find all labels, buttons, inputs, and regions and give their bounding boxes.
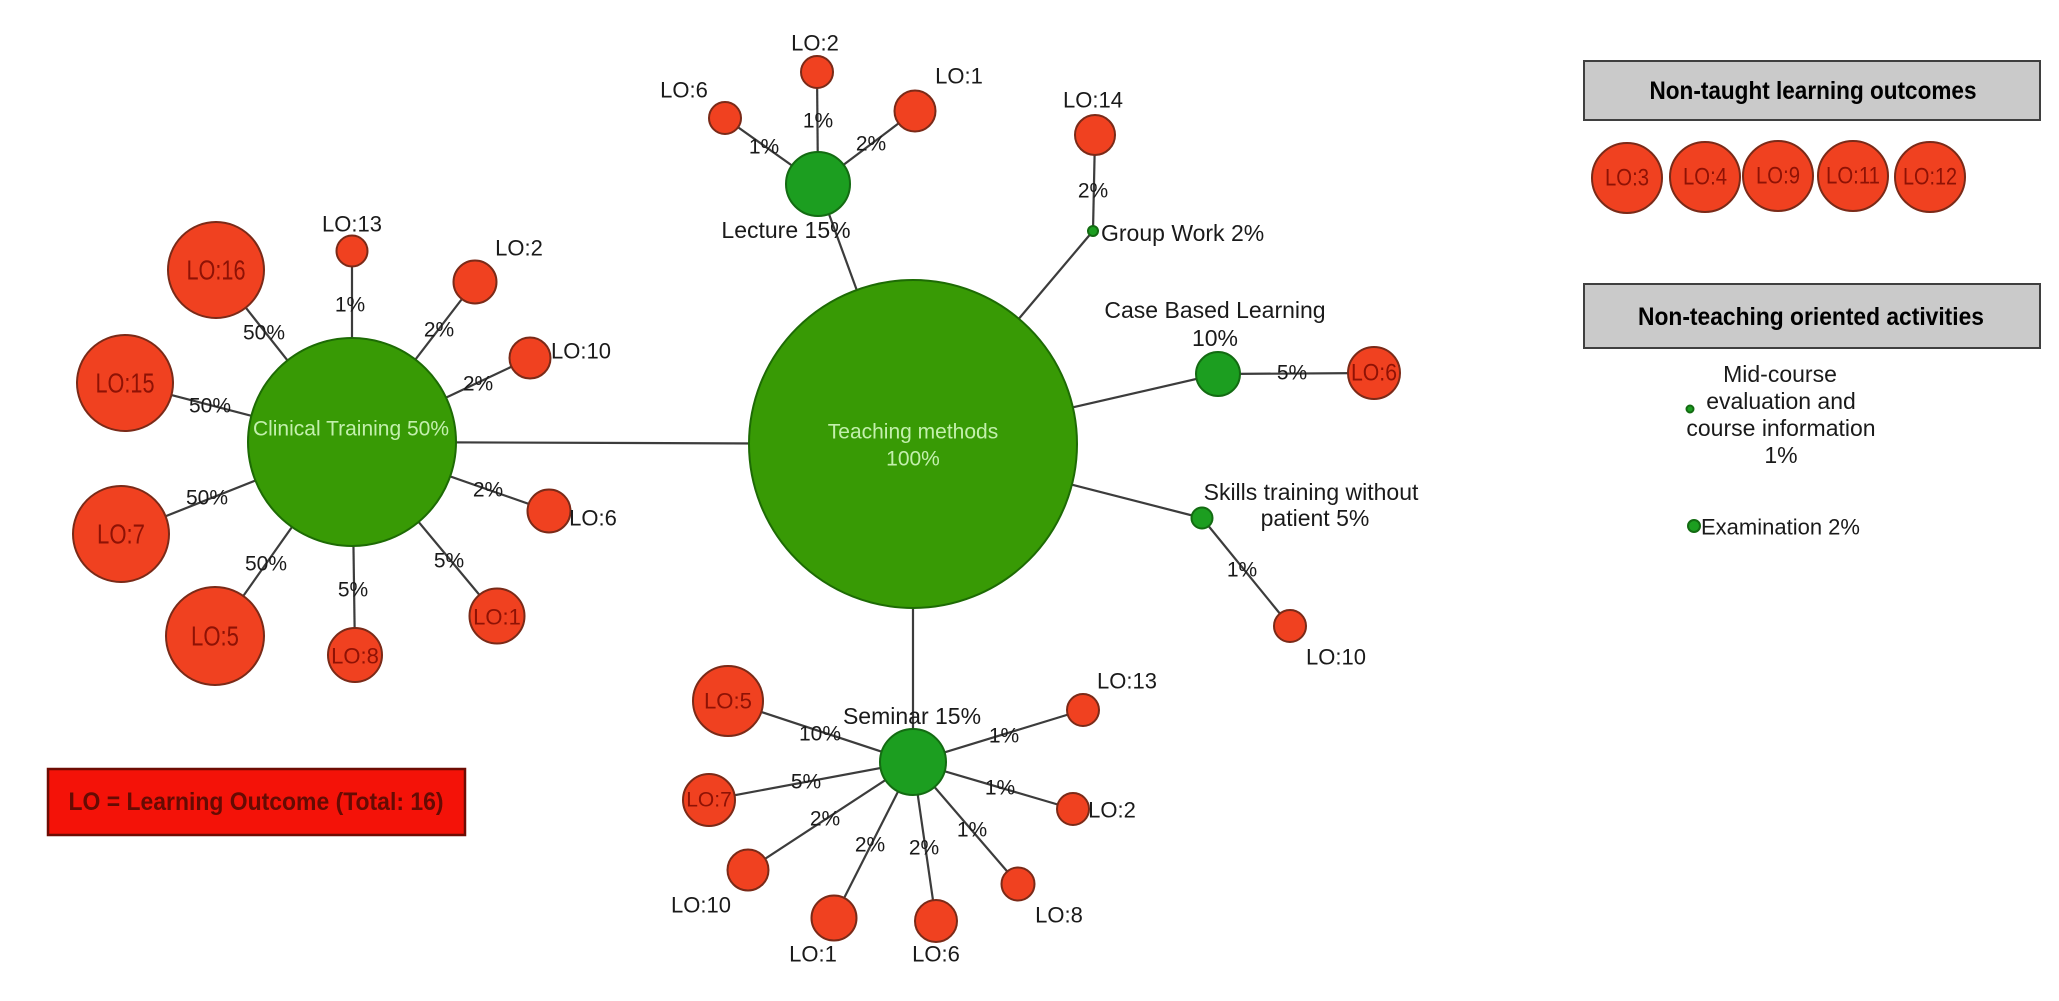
svg-text:LO:7: LO:7	[686, 789, 732, 812]
svg-text:10%: 10%	[799, 723, 841, 746]
svg-text:LO:13: LO:13	[322, 212, 382, 237]
svg-text:LO:6: LO:6	[912, 942, 960, 967]
svg-text:1%: 1%	[957, 819, 987, 842]
svg-text:Mid-course: Mid-course	[1723, 361, 1837, 387]
svg-text:50%: 50%	[243, 322, 285, 345]
svg-text:1%: 1%	[335, 294, 365, 317]
svg-text:Seminar 15%: Seminar 15%	[843, 703, 981, 729]
svg-text:Case Based Learning: Case Based Learning	[1104, 297, 1325, 323]
svg-text:LO:1: LO:1	[935, 64, 983, 89]
svg-text:LO:3: LO:3	[1605, 165, 1649, 192]
svg-text:2%: 2%	[1078, 180, 1108, 203]
svg-text:2%: 2%	[855, 834, 885, 857]
svg-text:50%: 50%	[186, 487, 228, 510]
svg-text:50%: 50%	[189, 395, 231, 418]
svg-text:LO:5: LO:5	[704, 689, 752, 714]
svg-text:2%: 2%	[463, 373, 493, 396]
svg-text:2%: 2%	[810, 808, 840, 831]
svg-text:LO:9: LO:9	[1756, 163, 1800, 190]
svg-text:2%: 2%	[909, 837, 939, 860]
svg-text:LO:2: LO:2	[1088, 798, 1136, 823]
svg-text:5%: 5%	[338, 579, 368, 602]
svg-text:Non-taught learning outcomes: Non-taught learning outcomes	[1650, 77, 1977, 105]
svg-text:Group Work 2%: Group Work 2%	[1101, 220, 1264, 246]
svg-text:2%: 2%	[473, 479, 503, 502]
svg-text:LO:14: LO:14	[1063, 88, 1123, 113]
svg-text:1%: 1%	[749, 136, 779, 159]
svg-text:5%: 5%	[1277, 362, 1307, 385]
svg-text:2%: 2%	[424, 319, 454, 342]
svg-text:Examination 2%: Examination 2%	[1701, 515, 1860, 540]
svg-text:Non-teaching oriented activiti: Non-teaching oriented activities	[1638, 303, 1984, 331]
svg-text:LO:15: LO:15	[96, 368, 155, 399]
svg-text:course information: course information	[1686, 415, 1875, 441]
svg-text:LO:6: LO:6	[660, 78, 708, 103]
svg-text:5%: 5%	[434, 550, 464, 573]
svg-text:LO:7: LO:7	[97, 519, 145, 550]
svg-text:1%: 1%	[1764, 442, 1797, 468]
svg-text:patient 5%: patient 5%	[1261, 505, 1370, 531]
svg-text:1%: 1%	[989, 725, 1019, 748]
svg-text:10%: 10%	[1192, 325, 1238, 351]
svg-text:LO:4: LO:4	[1683, 164, 1727, 191]
svg-text:Lecture 15%: Lecture 15%	[721, 217, 850, 243]
svg-text:5%: 5%	[791, 771, 821, 794]
svg-text:50%: 50%	[245, 553, 287, 576]
svg-text:1%: 1%	[985, 777, 1015, 800]
svg-text:100%: 100%	[886, 448, 940, 471]
svg-text:LO:8: LO:8	[1035, 903, 1083, 928]
svg-text:Skills training without: Skills training without	[1204, 479, 1419, 505]
svg-text:LO:10: LO:10	[551, 339, 611, 364]
svg-text:LO:13: LO:13	[1097, 669, 1157, 694]
svg-text:LO:16: LO:16	[187, 255, 246, 286]
svg-text:2%: 2%	[856, 133, 886, 156]
svg-text:LO:8: LO:8	[331, 644, 379, 669]
svg-text:LO:6: LO:6	[569, 506, 617, 531]
svg-text:LO:6: LO:6	[1351, 360, 1397, 387]
svg-text:Clinical Training 50%: Clinical Training 50%	[253, 418, 449, 441]
svg-text:1%: 1%	[803, 110, 833, 133]
svg-text:LO:10: LO:10	[1306, 645, 1366, 670]
svg-text:LO:5: LO:5	[191, 621, 239, 652]
svg-text:evaluation and: evaluation and	[1706, 388, 1856, 414]
svg-text:LO:10: LO:10	[671, 893, 731, 918]
svg-text:LO:1: LO:1	[473, 605, 521, 630]
svg-text:LO:2: LO:2	[791, 31, 839, 56]
svg-text:LO:11: LO:11	[1826, 163, 1880, 190]
svg-text:LO:1: LO:1	[789, 942, 837, 967]
svg-text:1%: 1%	[1227, 559, 1257, 582]
svg-text:Teaching methods: Teaching methods	[828, 421, 998, 444]
svg-text:LO = Learning Outcome (Total:: LO = Learning Outcome (Total: 16)	[69, 788, 444, 816]
svg-text:LO:2: LO:2	[495, 236, 543, 261]
svg-text:LO:12: LO:12	[1903, 164, 1957, 191]
